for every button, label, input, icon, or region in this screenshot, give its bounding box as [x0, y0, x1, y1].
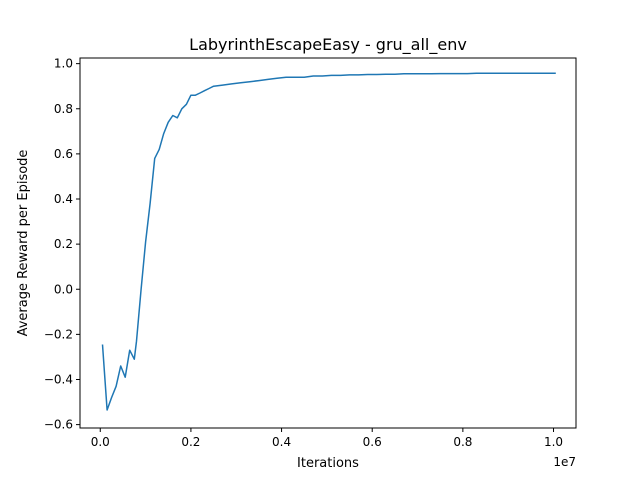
- y-tick-label: 0.2: [54, 237, 73, 251]
- x-offset-label: 1e7: [553, 455, 576, 469]
- x-tick-label: 0.8: [453, 435, 472, 449]
- y-tick-label: 1.0: [54, 57, 73, 71]
- x-tick-label: 1.0: [544, 435, 563, 449]
- plot-area: −0.6 −0.4 −0.2 0.0 0.2 0.4 0.6 0.8 1.0 0.0 0.2 0.4…: [44, 57, 577, 449]
- axes-frame: [79, 57, 577, 429]
- y-tick-label: 0.6: [54, 147, 73, 161]
- x-tick-label: 0.2: [181, 435, 200, 449]
- y-tick-label: 0.0: [54, 282, 73, 296]
- y-tick-label: −0.4: [44, 372, 73, 386]
- y-tick-label: 0.8: [54, 102, 73, 116]
- x-axis: 0.0 0.2 0.4 0.6 0.8 1.0: [91, 428, 563, 449]
- chart-title: LabyrinthEscapeEasy - gru_all_env: [189, 35, 467, 55]
- series-line: [101, 72, 556, 411]
- y-tick-label: 0.4: [54, 192, 73, 206]
- x-tick-label: 0.0: [91, 435, 110, 449]
- x-tick-label: 0.6: [363, 435, 382, 449]
- y-axis-label: Average Reward per Episode: [16, 150, 31, 337]
- y-tick-label: −0.6: [44, 418, 73, 432]
- x-tick-label: 0.4: [272, 435, 291, 449]
- x-axis-label: Iterations: [297, 456, 359, 471]
- y-tick-label: −0.2: [44, 327, 73, 341]
- y-axis: −0.6 −0.4 −0.2 0.0 0.2 0.4 0.6 0.8 1.0: [44, 57, 80, 432]
